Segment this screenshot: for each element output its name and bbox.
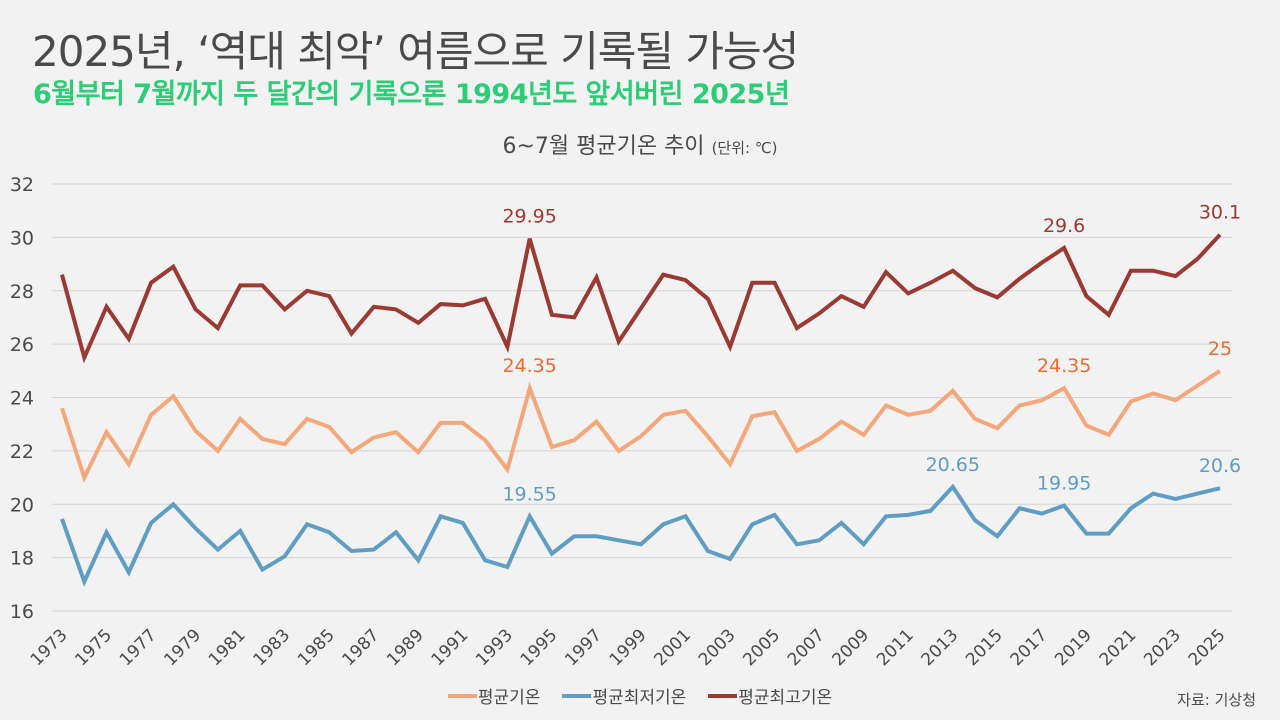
series-lines	[60, 233, 1222, 587]
legend: 평균기온 평균최저기온 평균최고기온	[0, 683, 1280, 708]
x-tick-label: 2023	[1140, 625, 1185, 670]
x-tick-label: 1987	[339, 625, 384, 670]
y-tick-label: 32	[10, 174, 34, 196]
x-tick-label: 1983	[249, 625, 294, 670]
y-tick-label: 26	[10, 334, 34, 356]
x-tick-label: 2025	[1185, 625, 1230, 670]
legend-swatch-max	[708, 693, 738, 698]
legend-swatch-min	[562, 693, 592, 698]
x-tick-label: 2003	[695, 625, 740, 670]
x-tick-label: 1975	[71, 625, 116, 670]
data-label-max-2025: 30.1	[1199, 202, 1241, 224]
x-tick-label: 1995	[517, 625, 562, 670]
x-tick-label: 1973	[27, 625, 72, 670]
series-line-max	[60, 233, 1222, 364]
x-tick-label: 1993	[472, 625, 517, 670]
y-tick-label: 24	[10, 388, 34, 410]
x-tick-label: 2011	[873, 625, 918, 670]
legend-label-min: 평균최저기온	[592, 688, 687, 708]
x-tick-label: 1977	[116, 625, 161, 670]
x-tick-label: 2021	[1096, 625, 1141, 670]
x-tick-label: 1979	[160, 625, 205, 670]
legend-label-avg: 평균기온	[477, 688, 541, 708]
page-subtitle: 6월부터 7월까지 두 달간의 기록으론 1994년도 앞서버린 2025년	[33, 79, 790, 110]
x-tick-label: 1997	[561, 625, 606, 670]
data-label-max-2018: 29.6	[1043, 215, 1085, 237]
data-label-max-1994: 29.95	[502, 206, 556, 228]
page-title: 2025년, ‘역대 최악’ 여름으로 기록될 가능성	[32, 27, 799, 76]
legend-swatch-avg	[447, 693, 477, 698]
y-tick-label: 18	[10, 548, 34, 570]
legend-item-avg[interactable]: 평균기온	[447, 683, 541, 708]
x-tick-label: 2019	[1051, 625, 1096, 670]
x-tick-label: 2001	[650, 625, 695, 670]
legend-item-max[interactable]: 평균최고기온	[708, 683, 832, 708]
y-tick-label: 20	[10, 494, 34, 516]
series-line-avg	[60, 369, 1222, 483]
y-tick-label: 28	[10, 281, 34, 303]
x-tick-label: 1999	[606, 625, 651, 670]
x-tick-label: 1985	[294, 625, 339, 670]
series-line-min	[60, 483, 1221, 587]
data-label-min-2025: 20.6	[1199, 455, 1241, 477]
y-tick-label: 16	[10, 601, 34, 623]
x-tick-label: 2013	[918, 625, 963, 670]
chart-unit-note: (단위: ℃)	[711, 139, 778, 157]
x-tick-label: 2017	[1007, 625, 1052, 670]
y-axis-ticks: 16 18 20 22 24 26 28 30 32	[10, 174, 34, 623]
x-tick-label: 1981	[205, 625, 250, 670]
x-tick-label: 2009	[828, 625, 873, 670]
x-tick-label: 1991	[428, 625, 473, 670]
data-label-avg-2025: 25	[1208, 338, 1232, 360]
data-label-min-2018: 19.95	[1037, 473, 1091, 495]
gridlines	[52, 183, 1232, 612]
x-tick-label: 2005	[739, 625, 784, 670]
data-labels: 24.35 24.35 25 19.55 20.65 19.95 20.6 29.95 29.6…	[502, 202, 1241, 506]
y-tick-label: 30	[10, 227, 34, 249]
x-tick-label: 1989	[383, 625, 428, 670]
data-label-min-2013: 20.65	[926, 454, 980, 476]
source-note: 자료: 기상청	[1177, 691, 1256, 709]
x-tick-label: 2015	[962, 625, 1007, 670]
data-label-avg-1994: 24.35	[502, 355, 556, 377]
chart-title: 6~7월 평균기온 추이 (단위: ℃)	[0, 128, 1280, 160]
y-tick-label: 22	[10, 441, 34, 463]
legend-item-min[interactable]: 평균최저기온	[562, 683, 686, 708]
x-axis-ticks: 1973 1975 1977 1979 1981 1983 1985 1987 1989 1991…	[27, 625, 1230, 670]
data-label-min-1994: 19.55	[502, 483, 556, 505]
x-tick-label: 2007	[784, 625, 829, 670]
chart-title-text: 6~7월 평균기온 추이	[502, 134, 705, 159]
legend-label-max: 평균최고기온	[738, 688, 833, 708]
data-label-avg-2018: 24.35	[1037, 355, 1091, 377]
